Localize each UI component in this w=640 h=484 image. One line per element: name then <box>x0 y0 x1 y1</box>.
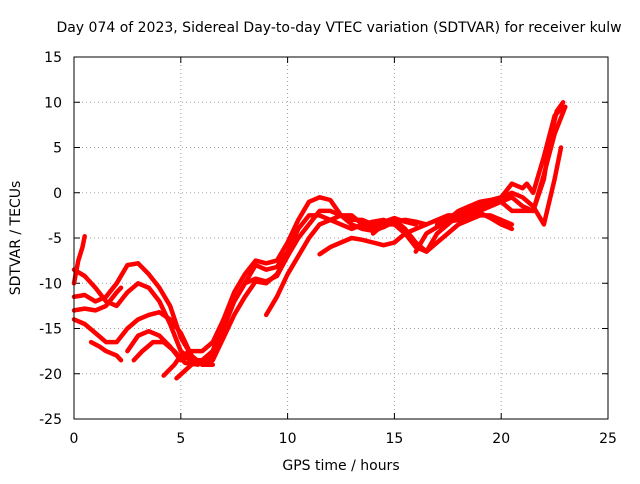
y-tick-label: 5 <box>53 141 62 157</box>
x-axis-label: GPS time / hours <box>282 458 399 474</box>
series-line-track-12 <box>199 208 419 367</box>
x-tick-label: 5 <box>176 431 185 447</box>
series-line-track-6 <box>88 339 124 363</box>
y-axis-label: SDTVAR / TECUs <box>8 181 24 296</box>
y-tick-label: 0 <box>53 186 62 202</box>
x-tick-label: 0 <box>70 431 79 447</box>
x-tick-label: 25 <box>599 431 617 447</box>
x-tick-label: 10 <box>279 431 297 447</box>
y-tick-label: -5 <box>48 231 62 247</box>
series-line-track-5 <box>71 309 216 367</box>
series-line-track-4 <box>71 285 124 313</box>
y-tick-label: -15 <box>39 322 62 338</box>
series-line-track-11 <box>178 195 429 363</box>
y-tick-label: 15 <box>44 50 62 66</box>
tick-label-layer: 0 5 10 15 20 25 -25 -20 -15 -10 -5 0 5 10 15 <box>39 50 617 447</box>
plot-frame <box>73 56 609 420</box>
series-line-track-3 <box>71 261 194 358</box>
series-line-track-8 <box>131 339 201 367</box>
grid-layer <box>74 57 608 419</box>
y-tick-label: -20 <box>39 367 62 383</box>
chart-title: Day 074 of 2023, Sidereal Day-to-day VTE… <box>56 20 621 36</box>
x-tick-label: 15 <box>385 431 403 447</box>
series-layer <box>71 100 568 381</box>
series-line-track-17 <box>434 104 566 227</box>
x-tick-label: 20 <box>492 431 510 447</box>
series-line-track-18 <box>456 100 566 218</box>
y-tick-label: -10 <box>39 276 62 292</box>
y-tick-label: 10 <box>44 95 62 111</box>
y-tick-label: -25 <box>39 412 62 428</box>
